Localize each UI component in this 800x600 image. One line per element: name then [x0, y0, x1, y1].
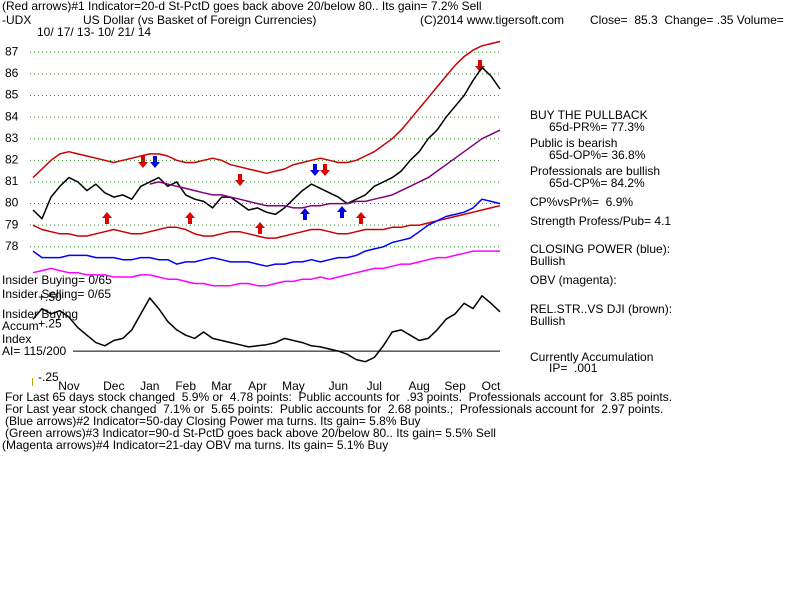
- stat: OBV (magenta):: [530, 273, 617, 287]
- x-tick-label: Sep: [444, 379, 466, 393]
- stat: Professionals are bullish: [530, 164, 660, 178]
- symbol: -UDX: [2, 13, 31, 27]
- x-tick-label: Mar: [211, 379, 232, 393]
- red-arrow: [320, 164, 330, 176]
- date-range: 10/ 17/ 13- 10/ 21/ 14: [37, 25, 151, 39]
- stat: 65d-PR%= 77.3%: [549, 120, 645, 134]
- y-tick-label: 86: [5, 66, 19, 80]
- y-tick-label: +.50: [38, 290, 62, 304]
- red-arrow: [138, 156, 148, 168]
- instrument-name: US Dollar (vs Basket of Foreign Currenci…: [83, 13, 316, 27]
- stat: Strength Profess/Pub= 4.1: [530, 214, 671, 228]
- y-tick-label: 87: [5, 44, 19, 58]
- signal: BUY THE PULLBACK: [530, 108, 648, 122]
- indicator-line: (Red arrows)#1 Indicator=20-d St-PctD go…: [2, 0, 482, 13]
- y-tick-label: 83: [5, 131, 19, 145]
- y-tick-label: 84: [5, 109, 19, 123]
- stat: CLOSING POWER (blue):: [530, 242, 670, 256]
- x-tick-label: Feb: [175, 379, 196, 393]
- series-line: [32, 40, 501, 179]
- ai-label: AI= 115/200: [2, 344, 66, 358]
- x-tick-label: Jul: [367, 379, 382, 393]
- y-tick-label: 80: [5, 196, 19, 210]
- red-arrow: [235, 174, 245, 186]
- stat: REL.STR..VS DJI (brown):: [530, 302, 672, 316]
- signal-arrows: [102, 60, 485, 234]
- y-tick-label: -.25: [38, 370, 59, 384]
- series-line: [32, 295, 501, 363]
- series-line: [32, 66, 501, 220]
- x-tick-label: Aug: [408, 379, 429, 393]
- y-tick-label: 81: [5, 174, 19, 188]
- index-label: Index: [2, 332, 31, 346]
- x-tick-label: Jun: [329, 379, 348, 393]
- series-line: [149, 129, 501, 209]
- stat: Bullish: [530, 254, 565, 268]
- x-tick-label: Jan: [140, 379, 159, 393]
- red-arrow: [185, 212, 195, 224]
- y-tick-label: 85: [5, 88, 19, 102]
- footer-line: (Magenta arrows)#4 Indicator=21-day OBV …: [2, 438, 388, 452]
- y-tick-label: 79: [5, 217, 19, 231]
- x-tick-label: Dec: [103, 379, 124, 393]
- stat: Bullish: [530, 314, 565, 328]
- x-tick-label: Apr: [248, 379, 267, 393]
- x-tick-label: Oct: [482, 379, 501, 393]
- insider-buying: Insider Buying= 0/65: [2, 273, 112, 287]
- stat: 65d-OP%= 36.8%: [549, 148, 646, 162]
- red-arrow: [475, 60, 485, 72]
- y-tick-label: 82: [5, 153, 19, 167]
- marker: [32, 378, 33, 386]
- series-line: [32, 204, 501, 239]
- stat: CP%vsPr%= 6.9%: [530, 195, 633, 209]
- red-arrow: [356, 212, 366, 224]
- blue-arrow: [300, 208, 310, 220]
- insider-selling: Insider Selling= 0/65: [2, 287, 111, 301]
- y-tick-label: +.25: [38, 317, 62, 331]
- stat: IP= .001: [549, 361, 598, 375]
- blue-arrow: [337, 206, 347, 218]
- x-tick-label: May: [282, 379, 305, 393]
- footer-line: (Green arrows)#3 Indicator=90-d St-PctD …: [5, 426, 496, 440]
- footer-line: (Blue arrows)#2 Indicator=50-day Closing…: [5, 414, 421, 428]
- red-arrow: [102, 212, 112, 224]
- accum-label: Accum: [2, 319, 39, 333]
- y-tick-label: 78: [5, 239, 19, 253]
- stat: Public is bearish: [530, 136, 617, 150]
- stat: 65d-CP%= 84.2%: [549, 176, 645, 190]
- series-line: [32, 250, 500, 287]
- blue-arrow: [310, 164, 320, 176]
- quote: Close= 85.3 Change= .35 Volume=: [590, 13, 784, 27]
- footer-line: For Last 65 days stock changed 5.9% or 4…: [5, 390, 672, 404]
- footer-line: For Last year stock changed 7.1% or 5.65…: [5, 402, 663, 416]
- copyright: (C)2014 www.tigersoft.com: [420, 13, 564, 27]
- blue-arrow: [150, 156, 160, 168]
- stat: Currently Accumulation: [530, 350, 653, 364]
- x-tick-label: Nov: [58, 379, 79, 393]
- series-line: [32, 198, 501, 267]
- red-arrow: [255, 222, 265, 234]
